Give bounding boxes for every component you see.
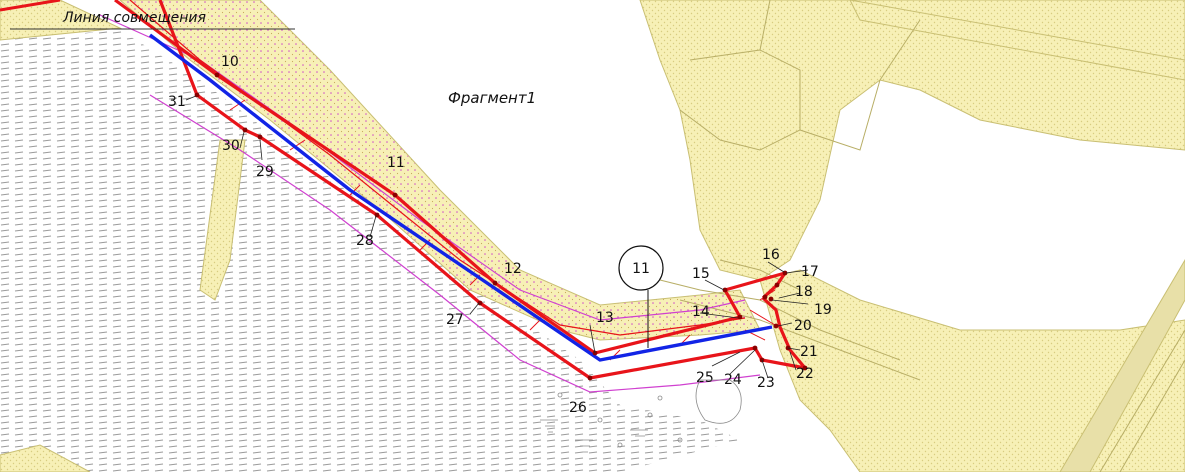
point-label-28: 28 [356,233,374,249]
point-labels: 10 31 30 29 11 28 12 27 13 26 14 15 16 1… [168,54,832,416]
point-label-23: 23 [757,375,775,391]
point-label-20: 20 [794,318,812,334]
point-label-30: 30 [222,138,240,154]
point-label-24: 24 [724,372,742,388]
parcel-lines [659,0,1185,472]
callout-circle [618,245,664,291]
allotment-boundary-lower [158,0,807,380]
point-label-31: 31 [168,94,186,110]
label-leaders [185,95,809,379]
boundary-points [194,72,808,381]
route-axis-line [148,33,773,362]
point-label-17: 17 [801,264,819,280]
allotment-cross-lines [229,99,776,361]
point-label-29: 29 [256,164,274,180]
allotment-boundary-left [0,0,61,12]
land-parcel-diagonal [849,0,1185,81]
point-label-12: 12 [504,261,522,277]
allotment-boundary-upper [114,0,787,355]
alignment-line-label: Линия совмещения [62,10,206,26]
point-label-26: 26 [569,400,587,416]
land-parcel-top-left [0,0,122,41]
fragment-label: Фрагмент1 [448,89,536,107]
land-parcel-north [639,0,1185,281]
point-label-27: 27 [446,312,464,328]
protection-zone-inner [149,94,761,393]
point-label-25: 25 [696,370,714,386]
point-label-11: 11 [387,155,405,171]
terrain-symbols [540,379,742,453]
point-label-22: 22 [796,366,814,382]
land-parcel-east [759,269,1185,472]
point-label-19: 19 [814,302,832,318]
land-parcel-south [0,444,91,472]
point-label-21: 21 [800,344,818,360]
allotment-inner-lines [129,0,746,336]
point-label-18: 18 [795,284,813,300]
point-label-16: 16 [762,247,780,263]
terrain-hatch-area [0,30,740,472]
point-label-10: 10 [221,54,239,70]
land-parcel-lower-right-strips [1059,259,1185,472]
point-label-15: 15 [692,266,710,282]
point-label-13: 13 [596,310,614,326]
point-label-14: 14 [692,304,710,320]
callout-circle-label: 11 [632,261,650,277]
land-parcel-road-west [199,139,246,301]
